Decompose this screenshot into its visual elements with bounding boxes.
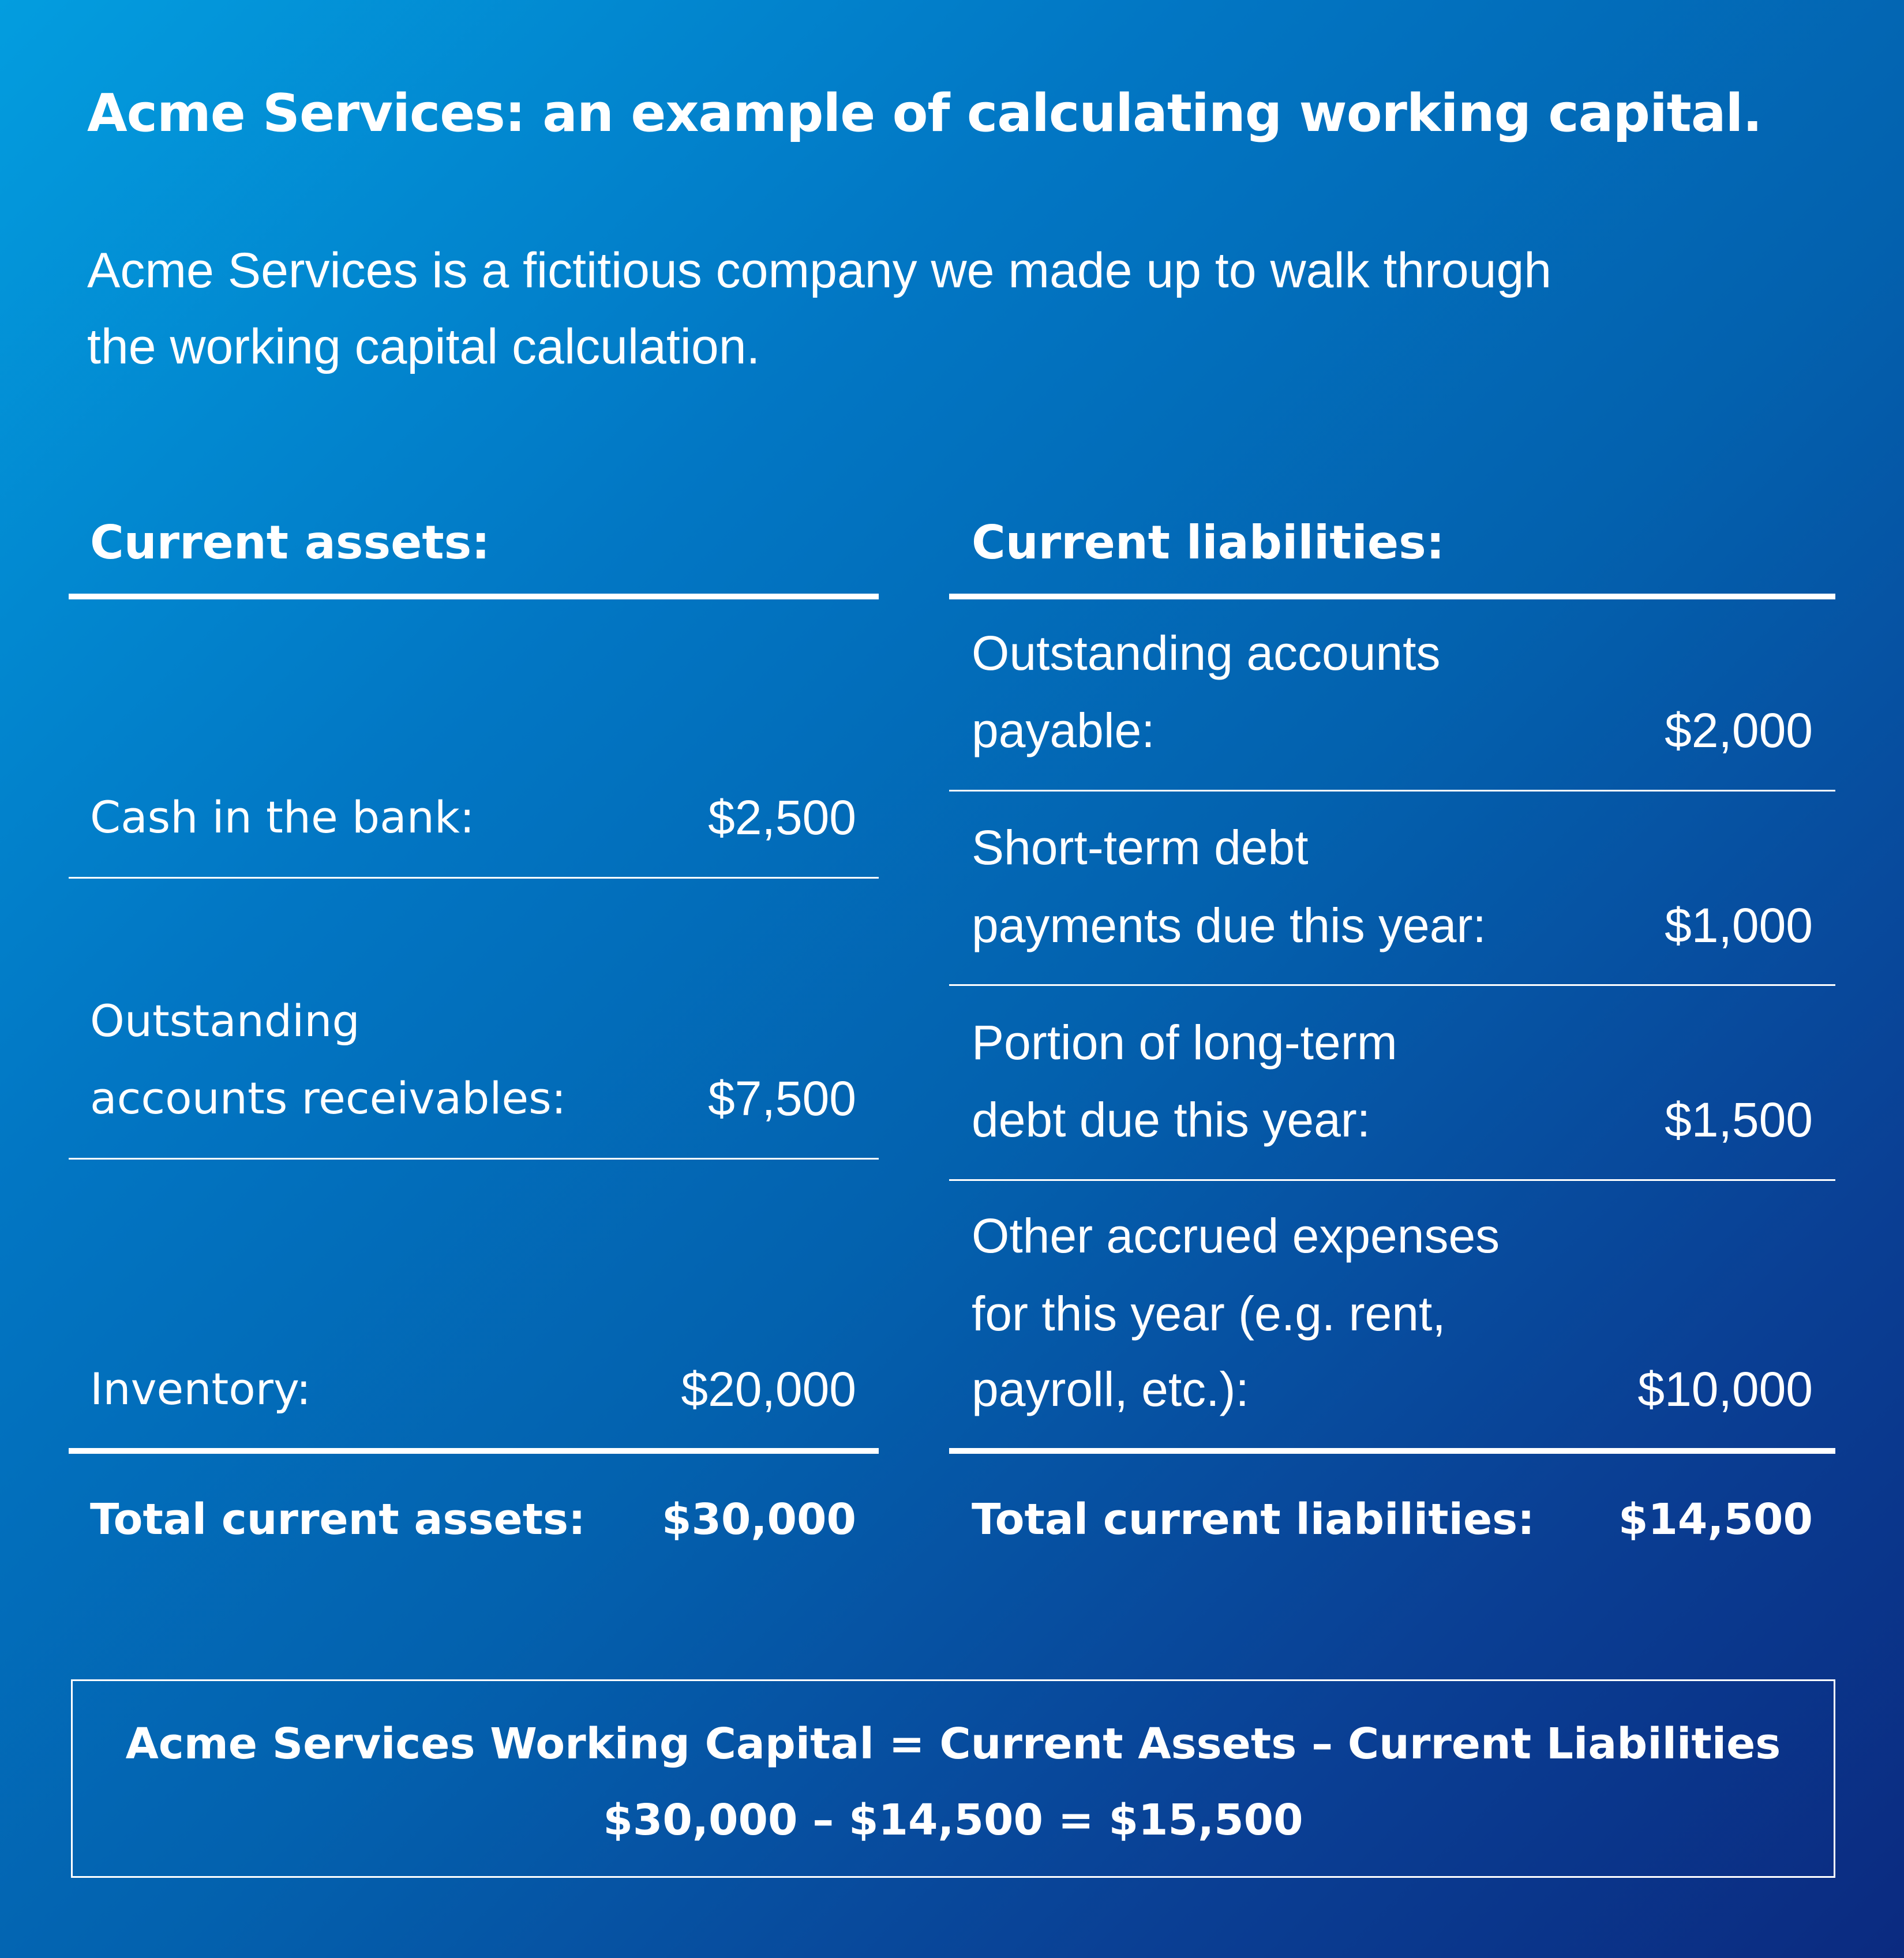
liability-label-accrued-1: Other accrued expenses bbox=[972, 1209, 1500, 1263]
formula-box bbox=[71, 1679, 1835, 1878]
asset-value-cash: $2,500 bbox=[708, 790, 856, 845]
assets-header-divider bbox=[69, 594, 879, 599]
liabilities-total-divider bbox=[949, 1448, 1835, 1454]
liability-value-shortterm: $1,000 bbox=[1665, 898, 1813, 952]
subtitle-line-1: Acme Services is a fictitious company we… bbox=[87, 243, 1552, 298]
page-title: Acme Services: an example of calculating… bbox=[87, 83, 1763, 144]
liability-value-payable: $2,000 bbox=[1665, 703, 1813, 757]
formula-line-2: $30,000 – $14,500 = $15,500 bbox=[603, 1795, 1303, 1845]
liability-label-longterm-1: Portion of long-term bbox=[972, 1015, 1397, 1070]
row-divider bbox=[949, 1179, 1835, 1181]
liability-label-payable-1: Outstanding accounts bbox=[972, 626, 1441, 680]
asset-label-receivables-1: Outstanding bbox=[90, 995, 360, 1046]
assets-header: Current assets: bbox=[90, 516, 490, 569]
row-divider bbox=[69, 1158, 879, 1160]
asset-label-receivables-2: accounts receivables: bbox=[90, 1072, 567, 1124]
row-divider bbox=[69, 877, 879, 879]
assets-total-value: $30,000 bbox=[661, 1495, 856, 1544]
row-divider bbox=[949, 984, 1835, 986]
liability-label-shortterm-2: payments due this year: bbox=[972, 898, 1486, 952]
assets-total-label: Total current assets: bbox=[90, 1495, 586, 1544]
liability-label-longterm-2: debt due this year: bbox=[972, 1093, 1371, 1147]
asset-value-inventory: $20,000 bbox=[681, 1362, 856, 1416]
liability-value-accrued: $10,000 bbox=[1637, 1362, 1813, 1416]
subtitle-line-2: the working capital calculation. bbox=[87, 319, 760, 374]
liability-label-accrued-2: for this year (e.g. rent, bbox=[972, 1286, 1446, 1341]
asset-value-receivables: $7,500 bbox=[708, 1071, 856, 1126]
liability-value-longterm: $1,500 bbox=[1665, 1093, 1813, 1147]
asset-label-inventory: Inventory: bbox=[90, 1363, 312, 1415]
liability-label-shortterm-1: Short-term debt bbox=[972, 820, 1309, 875]
asset-label-cash: Cash in the bank: bbox=[90, 792, 475, 843]
liability-label-payable-2: payable: bbox=[972, 703, 1155, 757]
formula-line-1: Acme Services Working Capital = Current … bbox=[125, 1719, 1781, 1769]
liabilities-total-label: Total current liabilities: bbox=[972, 1495, 1535, 1544]
liabilities-total-value: $14,500 bbox=[1618, 1495, 1813, 1544]
liabilities-header: Current liabilities: bbox=[972, 516, 1445, 569]
row-divider bbox=[949, 790, 1835, 792]
liability-label-accrued-3: payroll, etc.): bbox=[972, 1362, 1249, 1416]
liabilities-header-divider bbox=[949, 594, 1835, 599]
assets-total-divider bbox=[69, 1448, 879, 1454]
